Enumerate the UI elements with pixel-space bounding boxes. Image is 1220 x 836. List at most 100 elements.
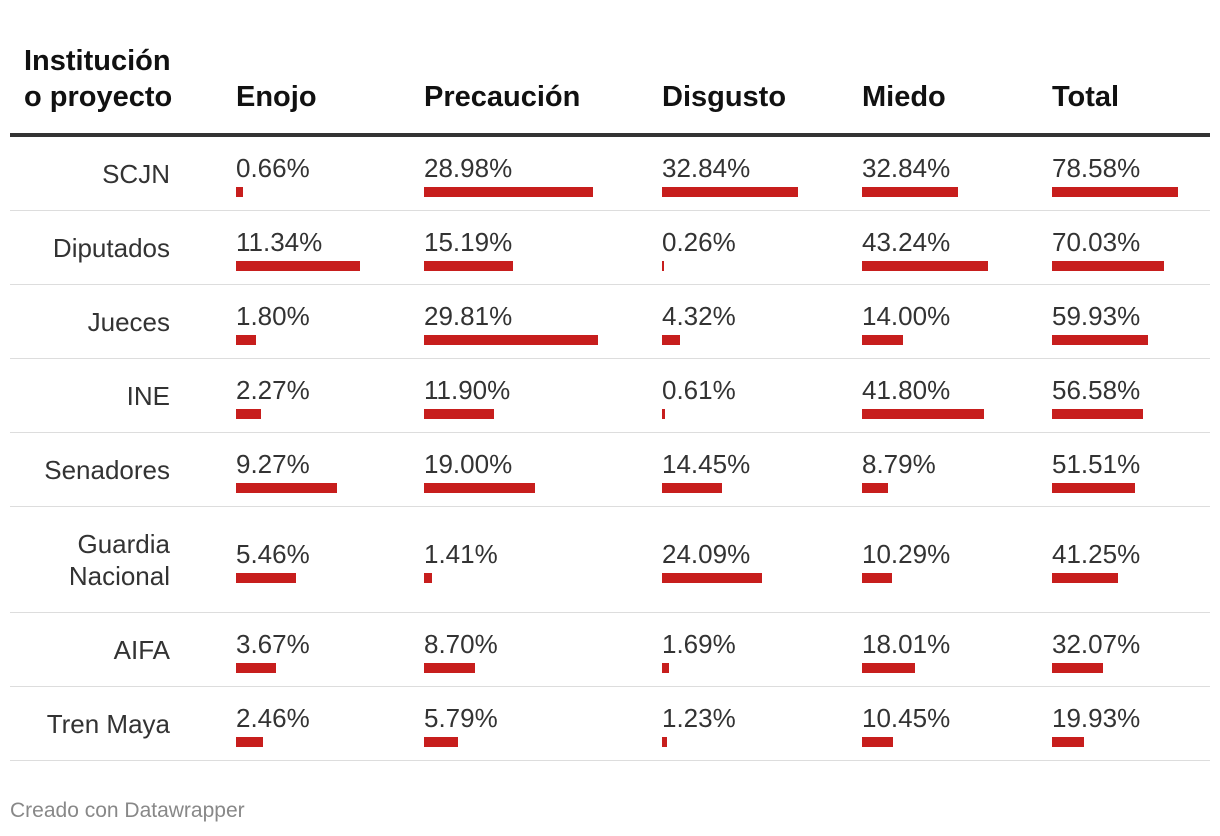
table-row: Diputados 11.34% 15.19% 0.26% 43.24% 70.03% xyxy=(10,211,1210,285)
value-bar xyxy=(424,737,458,747)
cell-disgusto: 4.32% xyxy=(662,301,736,345)
value-bar xyxy=(1052,409,1143,419)
cell-miedo: 43.24% xyxy=(862,227,988,271)
cell-value: 24.09% xyxy=(662,539,751,569)
table-header: Institución o proyecto Enojo Precaución Dis… xyxy=(10,40,1210,137)
cell-total: 78.58% xyxy=(1052,153,1178,197)
cell-value: 5.79% xyxy=(424,703,498,733)
cell-value: 28.98% xyxy=(424,153,513,183)
table-row: INE 2.27% 11.90% 0.61% 41.80% 56.58% xyxy=(10,359,1210,433)
cell-total: 41.25% xyxy=(1052,539,1140,583)
cell-value: 1.41% xyxy=(424,539,498,569)
cell-value: 41.80% xyxy=(862,375,951,405)
cell-total: 51.51% xyxy=(1052,449,1140,493)
cell-precaucion: 5.79% xyxy=(424,703,498,747)
cell-enojo: 3.67% xyxy=(236,629,310,673)
cell-total: 32.07% xyxy=(1052,629,1140,673)
value-bar xyxy=(1052,737,1084,747)
cell-value: 59.93% xyxy=(1052,301,1141,331)
column-header-enojo: Enojo xyxy=(236,81,317,113)
cell-value: 0.61% xyxy=(662,375,736,405)
cell-precaucion: 8.70% xyxy=(424,629,498,673)
cell-enojo: 11.34% xyxy=(236,227,360,271)
cell-enojo: 1.80% xyxy=(236,301,310,345)
cell-value: 56.58% xyxy=(1052,375,1141,405)
table-row: Guardia Nacional 5.46% 1.41% 24.09% 10.29% 41… xyxy=(10,507,1210,613)
value-bar xyxy=(424,573,433,583)
value-bar xyxy=(862,737,893,747)
table-row: Tren Maya 2.46% 5.79% 1.23% 10.45% 19.93% xyxy=(10,687,1210,761)
value-bar xyxy=(424,409,494,419)
cell-enojo: 2.46% xyxy=(236,703,310,747)
cell-value: 32.07% xyxy=(1052,629,1141,659)
value-bar xyxy=(236,187,244,197)
cell-miedo: 10.45% xyxy=(862,703,950,747)
cell-value: 19.00% xyxy=(424,449,513,479)
value-bar xyxy=(1052,187,1178,197)
cell-precaucion: 29.81% xyxy=(424,301,598,345)
value-bar xyxy=(424,663,475,673)
cell-precaucion: 19.00% xyxy=(424,449,535,493)
cell-disgusto: 32.84% xyxy=(662,153,798,197)
cell-precaucion: 1.41% xyxy=(424,539,498,583)
cell-value: 10.45% xyxy=(862,703,951,733)
table-row: Senadores 9.27% 19.00% 14.45% 8.79% 51.51% xyxy=(10,433,1210,507)
value-bar xyxy=(1052,261,1165,271)
row-label: Diputados xyxy=(52,233,170,263)
cell-value: 4.32% xyxy=(662,301,736,331)
cell-miedo: 10.29% xyxy=(862,539,950,583)
cell-value: 51.51% xyxy=(1052,449,1141,479)
value-bar xyxy=(1052,335,1149,345)
row-label: INE xyxy=(126,381,170,411)
value-bar xyxy=(236,261,360,271)
value-bar xyxy=(236,737,263,747)
cell-miedo: 18.01% xyxy=(862,629,950,673)
column-header-institution: Institución o proyecto xyxy=(24,45,173,113)
cell-enojo: 0.66% xyxy=(236,153,310,197)
cell-miedo: 41.80% xyxy=(862,375,984,419)
value-bar xyxy=(424,261,513,271)
value-bar xyxy=(662,573,762,583)
value-bar xyxy=(1052,483,1135,493)
cell-enojo: 9.27% xyxy=(236,449,338,493)
cell-precaucion: 15.19% xyxy=(424,227,513,271)
value-bar xyxy=(1052,663,1104,673)
cell-total: 19.93% xyxy=(1052,703,1140,747)
footer-credit[interactable]: Creado con Datawrapper xyxy=(10,799,245,822)
cell-disgusto: 24.09% xyxy=(662,539,762,583)
cell-miedo: 8.79% xyxy=(862,449,936,493)
row-label: Tren Maya xyxy=(46,709,170,739)
table-row: Jueces 1.80% 29.81% 4.32% 14.00% 59.93% xyxy=(10,285,1210,359)
cell-value: 32.84% xyxy=(662,153,751,183)
column-header-disgusto: Disgusto xyxy=(662,81,787,113)
cell-value: 0.26% xyxy=(662,227,736,257)
column-header-total: Total xyxy=(1052,81,1120,113)
cell-disgusto: 0.26% xyxy=(662,227,736,271)
value-bar xyxy=(424,335,598,345)
row-label: Jueces xyxy=(87,307,170,337)
value-bar xyxy=(862,261,988,271)
cell-value: 9.27% xyxy=(236,449,310,479)
value-bar xyxy=(662,409,665,419)
cell-disgusto: 0.61% xyxy=(662,375,736,419)
cell-value: 8.79% xyxy=(862,449,936,479)
value-bar xyxy=(662,483,722,493)
cell-value: 15.19% xyxy=(424,227,513,257)
cell-value: 43.24% xyxy=(862,227,951,257)
cell-value: 11.90% xyxy=(424,375,511,405)
cell-value: 41.25% xyxy=(1052,539,1141,569)
column-header-precaucion: Precaución xyxy=(424,81,581,113)
table-body: SCJN 0.66% 28.98% 32.84% 32.84% 78.58% Diputad… xyxy=(10,137,1210,761)
value-bar xyxy=(662,335,680,345)
value-bar xyxy=(862,409,984,419)
data-table: Institución o proyecto Enojo Precaución Dis… xyxy=(10,40,1210,761)
cell-value: 3.67% xyxy=(236,629,310,659)
cell-value: 8.70% xyxy=(424,629,498,659)
row-label: Guardia Nacional xyxy=(68,529,170,591)
value-bar xyxy=(236,335,256,345)
cell-value: 14.45% xyxy=(662,449,751,479)
cell-value: 19.93% xyxy=(1052,703,1141,733)
cell-value: 1.80% xyxy=(236,301,310,331)
value-bar xyxy=(236,409,261,419)
value-bar xyxy=(862,335,903,345)
